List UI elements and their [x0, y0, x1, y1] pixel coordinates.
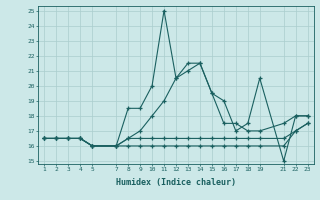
- X-axis label: Humidex (Indice chaleur): Humidex (Indice chaleur): [116, 178, 236, 187]
